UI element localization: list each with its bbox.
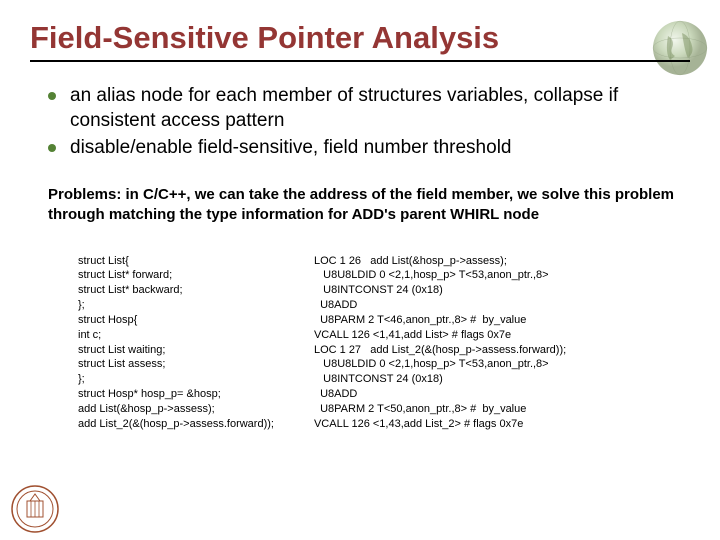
code-left: struct List{ struct List* forward; struc…: [78, 254, 274, 432]
slide-title: Field-Sensitive Pointer Analysis: [30, 20, 690, 56]
bullet-dot-icon: [48, 144, 56, 152]
bullet-item: disable/enable field-sensitive, field nu…: [48, 136, 690, 161]
bullet-item: an alias node for each member of structu…: [48, 84, 690, 133]
bullet-list: an alias node for each member of structu…: [48, 84, 690, 161]
title-underline: [30, 60, 690, 62]
bullet-text: an alias node for each member of structu…: [70, 84, 690, 133]
bullet-dot-icon: [48, 92, 56, 100]
problems-paragraph: Problems: in C/C++, we can take the addr…: [48, 185, 680, 226]
code-columns: struct List{ struct List* forward; struc…: [78, 254, 690, 432]
code-right: LOC 1 26 add List(&hosp_p->assess); U8U8…: [314, 254, 690, 432]
seal-icon: [10, 484, 60, 534]
bullet-text: disable/enable field-sensitive, field nu…: [70, 136, 511, 161]
